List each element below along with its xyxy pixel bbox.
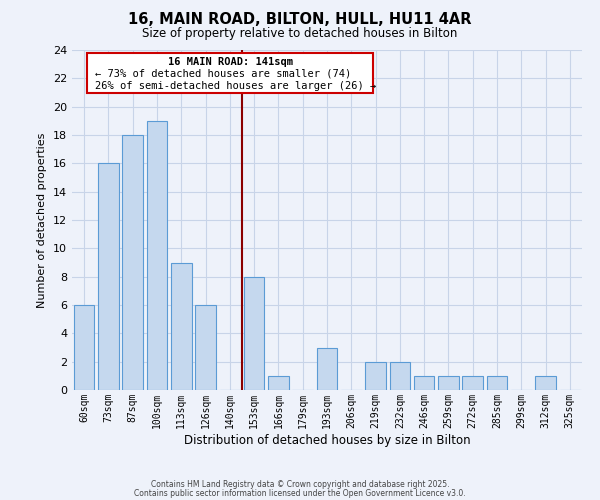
Bar bbox=[487, 376, 508, 390]
Bar bbox=[74, 305, 94, 390]
Bar bbox=[389, 362, 410, 390]
Text: Contains public sector information licensed under the Open Government Licence v3: Contains public sector information licen… bbox=[134, 488, 466, 498]
Text: Size of property relative to detached houses in Bilton: Size of property relative to detached ho… bbox=[142, 28, 458, 40]
Bar bbox=[268, 376, 289, 390]
Bar bbox=[171, 262, 191, 390]
Text: Contains HM Land Registry data © Crown copyright and database right 2025.: Contains HM Land Registry data © Crown c… bbox=[151, 480, 449, 489]
Bar bbox=[414, 376, 434, 390]
Bar bbox=[463, 376, 483, 390]
Bar bbox=[535, 376, 556, 390]
Text: 26% of semi-detached houses are larger (26) →: 26% of semi-detached houses are larger (… bbox=[95, 80, 376, 90]
Text: 16 MAIN ROAD: 141sqm: 16 MAIN ROAD: 141sqm bbox=[167, 57, 293, 67]
Text: 16, MAIN ROAD, BILTON, HULL, HU11 4AR: 16, MAIN ROAD, BILTON, HULL, HU11 4AR bbox=[128, 12, 472, 28]
Y-axis label: Number of detached properties: Number of detached properties bbox=[37, 132, 47, 308]
Bar bbox=[365, 362, 386, 390]
Bar bbox=[317, 348, 337, 390]
Bar bbox=[244, 276, 265, 390]
FancyBboxPatch shape bbox=[88, 54, 373, 92]
Bar bbox=[122, 135, 143, 390]
Bar bbox=[438, 376, 459, 390]
Bar bbox=[146, 121, 167, 390]
Bar bbox=[195, 305, 216, 390]
Text: ← 73% of detached houses are smaller (74): ← 73% of detached houses are smaller (74… bbox=[95, 68, 351, 78]
Bar bbox=[98, 164, 119, 390]
X-axis label: Distribution of detached houses by size in Bilton: Distribution of detached houses by size … bbox=[184, 434, 470, 446]
